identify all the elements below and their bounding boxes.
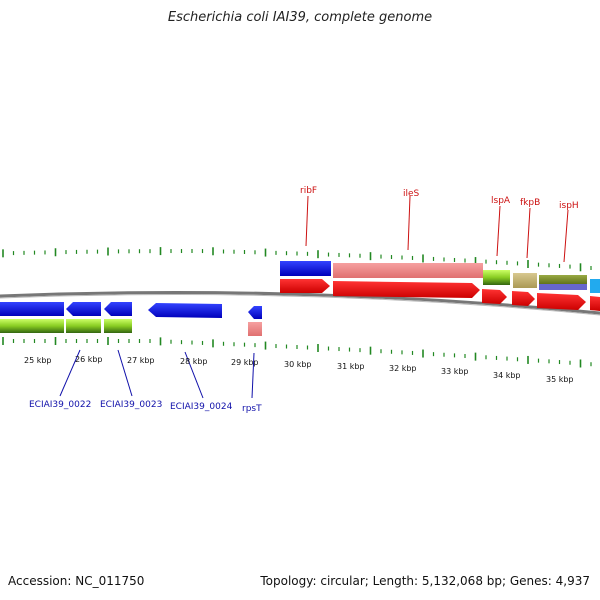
- forward-gene-arrow: [537, 293, 586, 310]
- gene-block-fkpB: [513, 273, 537, 288]
- reverse-gene-arrow: [0, 302, 64, 316]
- label-ispH: ispH: [559, 201, 579, 211]
- scale-label-31: 31 kbp: [337, 362, 365, 371]
- label-ECIAI39-0024: ECIAI39_0024: [170, 402, 233, 412]
- scale-label-35: 35 kbp: [546, 375, 574, 384]
- reverse-gene-arrow: [248, 306, 262, 319]
- label-rpsT: rpsT: [242, 404, 262, 414]
- forward-gene-arrow: [512, 291, 535, 306]
- label-fkpB: fkpB: [520, 198, 540, 208]
- outer-tick-marks: [2, 247, 592, 272]
- forward-gene-arrow: [590, 296, 600, 311]
- scale-label-33: 33 kbp: [441, 367, 469, 376]
- label-ileS: ileS: [403, 189, 420, 199]
- scale-label-29: 29 kbp: [231, 358, 259, 367]
- label-ECIAI39-0023: ECIAI39_0023: [100, 400, 162, 410]
- genome-summary-text: Topology: circular; Length: 5,132,068 bp…: [260, 574, 590, 588]
- scale-label-28: 28 kbp: [180, 357, 208, 366]
- gene-block-ispH-lower: [539, 284, 587, 290]
- forward-gene-arrow: [333, 281, 480, 298]
- reverse-gene-arrow: [66, 302, 101, 316]
- gene-block-ribF: [280, 261, 331, 276]
- scale-labels: 25 kbp 26 kbp 27 kbp 28 kbp 29 kbp 30 kb…: [24, 355, 574, 384]
- bottom-gene-labels: ECIAI39_0022 ECIAI39_0023 ECIAI39_0024 r…: [29, 349, 262, 414]
- forward-gene-arrow: [482, 289, 507, 304]
- map-title: Escherichia coli IAI39, complete genome: [167, 10, 433, 25]
- scale-label-25: 25 kbp: [24, 356, 52, 365]
- gene-block-ispH: [539, 275, 587, 286]
- accession-text: Accession: NC_011750: [8, 574, 145, 588]
- genome-backbone-highlight: [0, 293, 600, 316]
- gene-block-0023a: [66, 319, 101, 333]
- gene-block-0023b: [104, 319, 132, 333]
- gene-block-0022: [0, 319, 64, 333]
- scale-label-26: 26 kbp: [75, 355, 103, 364]
- scale-label-27: 27 kbp: [127, 356, 155, 365]
- gene-block-ileS: [333, 263, 483, 278]
- scale-label-34: 34 kbp: [493, 371, 521, 380]
- top-gene-labels: ribF ileS lspA fkpB ispH: [300, 186, 579, 263]
- label-ribF: ribF: [300, 186, 317, 196]
- scale-label-32: 32 kbp: [389, 364, 417, 373]
- scale-label-30: 30 kbp: [284, 360, 312, 369]
- gene-block-rpsT: [248, 322, 262, 336]
- label-ECIAI39-0022: ECIAI39_0022: [29, 400, 91, 410]
- gene-block-lspA: [483, 270, 510, 285]
- gene-block-edge: [590, 279, 600, 293]
- reverse-gene-arrow: [148, 303, 222, 318]
- genome-backbone: [0, 290, 600, 315]
- label-lspA: lspA: [491, 196, 511, 206]
- forward-gene-arrow: [280, 279, 330, 293]
- inner-tick-marks: [2, 337, 592, 368]
- reverse-gene-arrow: [104, 302, 132, 316]
